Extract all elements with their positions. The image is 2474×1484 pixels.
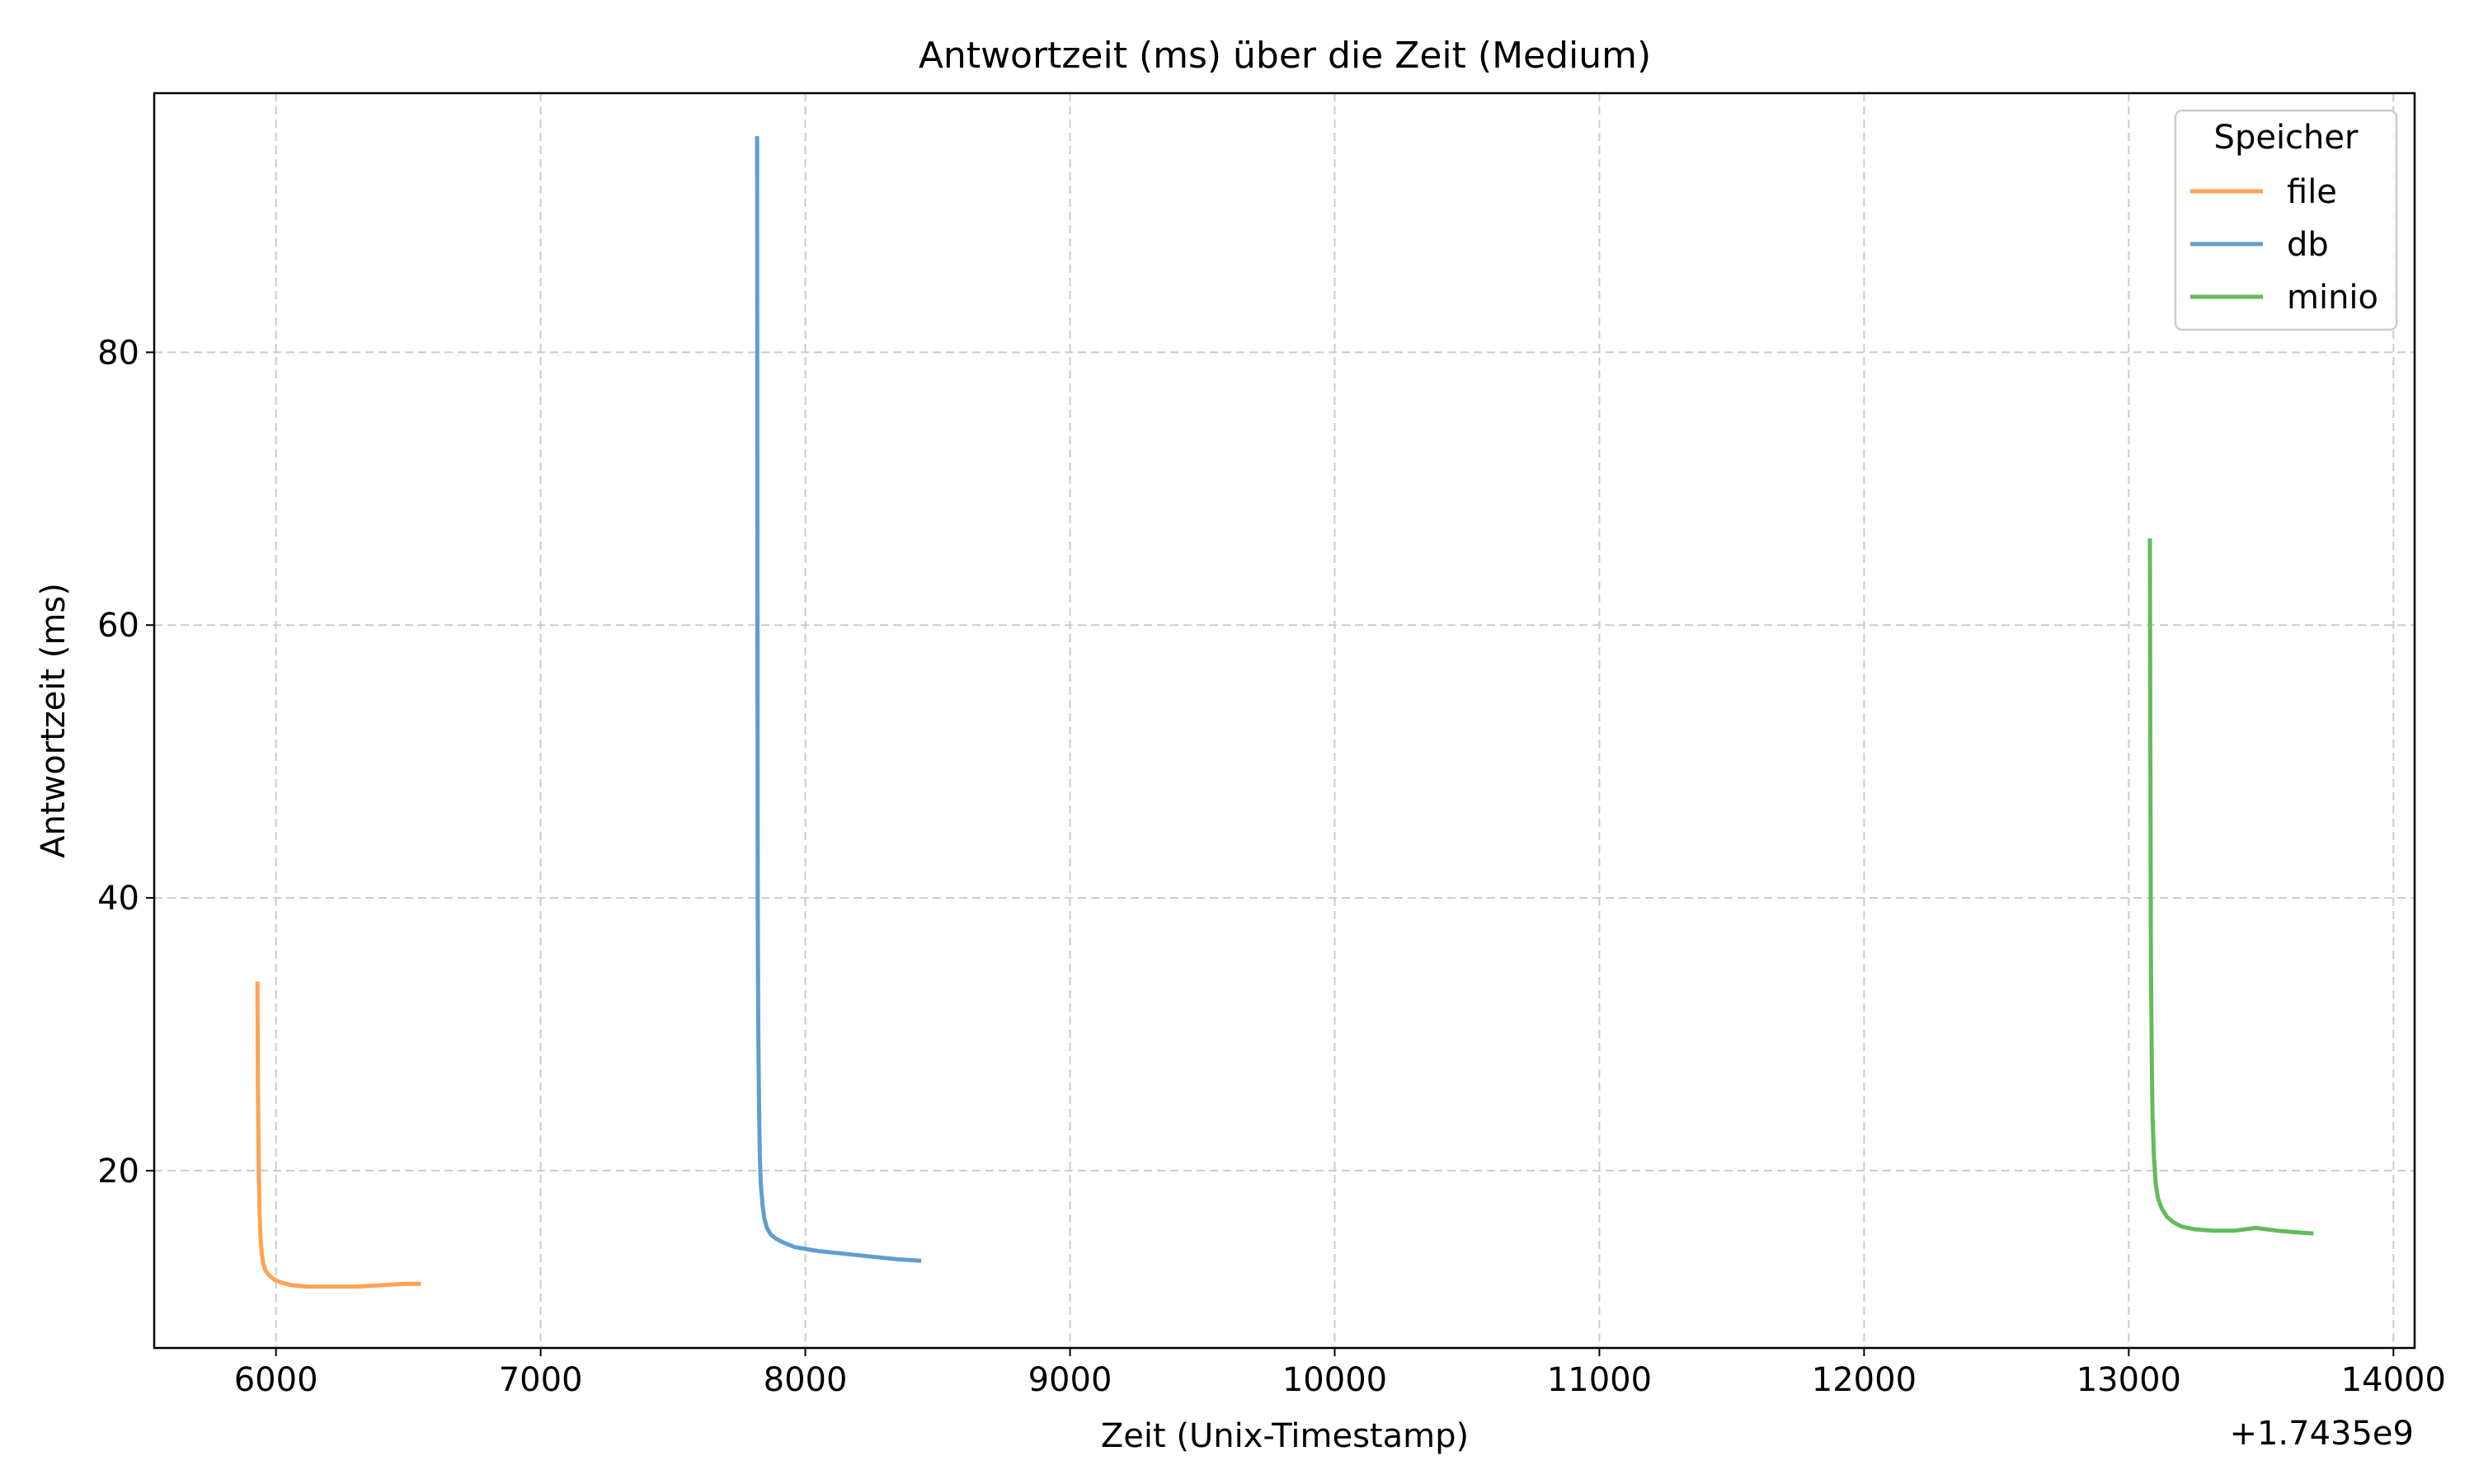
x-tick-label: 6000 xyxy=(234,1361,318,1399)
x-tick-label: 9000 xyxy=(1028,1361,1112,1399)
axes: 6000 7000 8000 9000 10000 11000 12000 13000 1400… xyxy=(97,334,2446,1399)
chart-title: Antwortzeit (ms) über die Zeit (Medium) xyxy=(919,35,1651,77)
x-axis-offset-label: +1.7435e9 xyxy=(2229,1415,2414,1453)
x-tick-label: 10000 xyxy=(1282,1361,1387,1399)
y-tick-label: 40 xyxy=(97,880,139,918)
grid xyxy=(154,93,2415,1348)
legend-label-file: file xyxy=(2287,173,2337,211)
series-line-db xyxy=(755,136,922,1263)
legend-box xyxy=(2174,109,2398,331)
x-tick-label: 12000 xyxy=(1812,1361,1917,1399)
y-tick-label: 80 xyxy=(97,334,139,372)
series-line-minio xyxy=(2147,538,2314,1236)
plot-frame xyxy=(153,92,2416,1350)
legend-label-minio: minio xyxy=(2287,279,2378,317)
series-layer xyxy=(255,136,2314,1289)
series-line-file xyxy=(255,981,421,1289)
x-axis-label: Zeit (Unix-Timestamp) xyxy=(1101,1417,1469,1455)
x-tick-label: 14000 xyxy=(2341,1361,2446,1399)
x-tick-label: 13000 xyxy=(2077,1361,2181,1399)
legend: Speicher file db minio xyxy=(2174,109,2398,331)
y-tick-label: 60 xyxy=(97,607,139,645)
y-axis-label: Antwortzeit (ms) xyxy=(35,583,73,858)
legend-title: Speicher xyxy=(2214,119,2359,157)
x-tick-label: 11000 xyxy=(1547,1361,1652,1399)
y-tick-label: 20 xyxy=(97,1153,139,1190)
legend-items: file db minio xyxy=(2190,173,2378,317)
x-tick-label: 8000 xyxy=(764,1361,848,1399)
x-tick-label: 7000 xyxy=(499,1361,583,1399)
legend-label-db: db xyxy=(2287,226,2329,264)
